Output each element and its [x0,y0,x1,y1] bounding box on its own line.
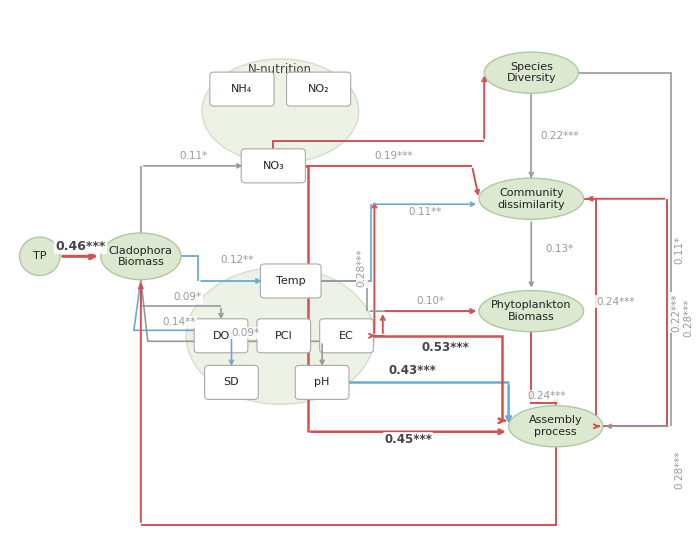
Text: 0.11*: 0.11* [179,151,207,161]
Text: 0.14**: 0.14** [162,317,196,327]
Text: TP: TP [33,251,46,261]
Text: 0.11**: 0.11** [408,208,442,218]
FancyBboxPatch shape [194,319,248,353]
Ellipse shape [479,290,584,332]
FancyBboxPatch shape [320,319,373,353]
Text: 0.09*: 0.09* [232,328,260,338]
Text: PCI: PCI [275,331,293,341]
Text: Species
Diversity: Species Diversity [507,62,556,83]
FancyBboxPatch shape [286,72,351,106]
Text: 0.10*: 0.10* [416,296,444,306]
FancyBboxPatch shape [295,365,349,399]
FancyBboxPatch shape [241,149,305,183]
Text: NO₃: NO₃ [262,161,284,171]
FancyBboxPatch shape [260,264,321,298]
Ellipse shape [509,406,603,447]
Text: 0.45***: 0.45*** [384,434,433,446]
Text: 0.53***: 0.53*** [422,342,470,354]
Text: 0.22***: 0.22*** [540,131,578,141]
Text: 0.09*: 0.09* [174,293,202,302]
Text: 0.24***: 0.24*** [528,391,566,401]
Text: 0.19***: 0.19*** [374,151,413,161]
Text: NH₄: NH₄ [231,84,253,94]
Ellipse shape [484,52,578,93]
Text: N-nutrition: N-nutrition [248,63,312,77]
Text: Temp: Temp [276,276,305,286]
Ellipse shape [479,178,584,219]
Text: DO: DO [212,331,230,341]
Text: 0.43***: 0.43*** [389,364,437,377]
Text: 0.12**: 0.12** [220,256,253,266]
FancyBboxPatch shape [257,319,311,353]
Text: 0.28***: 0.28*** [357,248,367,287]
Text: 0.24***: 0.24*** [596,296,635,306]
Ellipse shape [101,233,181,279]
Text: Assembly
process: Assembly process [529,415,582,437]
Text: EC: EC [339,331,354,341]
Text: 0.22***: 0.22*** [671,293,681,332]
Text: Cladophora
Biomass: Cladophora Biomass [108,246,173,267]
Ellipse shape [20,237,60,276]
Text: Phytoplankton
Biomass: Phytoplankton Biomass [491,300,571,322]
Ellipse shape [202,59,358,163]
FancyBboxPatch shape [204,365,258,399]
Text: 0.28***: 0.28*** [683,299,693,337]
Text: NO₂: NO₂ [308,84,330,94]
Text: 0.11*: 0.11* [674,235,684,263]
Text: pH: pH [314,377,330,387]
Text: Community
dissimilarity: Community dissimilarity [498,188,565,209]
Text: 0.46***: 0.46*** [55,240,106,253]
Ellipse shape [186,267,374,404]
Text: 0.28***: 0.28*** [675,450,685,489]
Text: 0.13*: 0.13* [545,245,573,255]
Text: SD: SD [224,377,239,387]
FancyBboxPatch shape [210,72,274,106]
